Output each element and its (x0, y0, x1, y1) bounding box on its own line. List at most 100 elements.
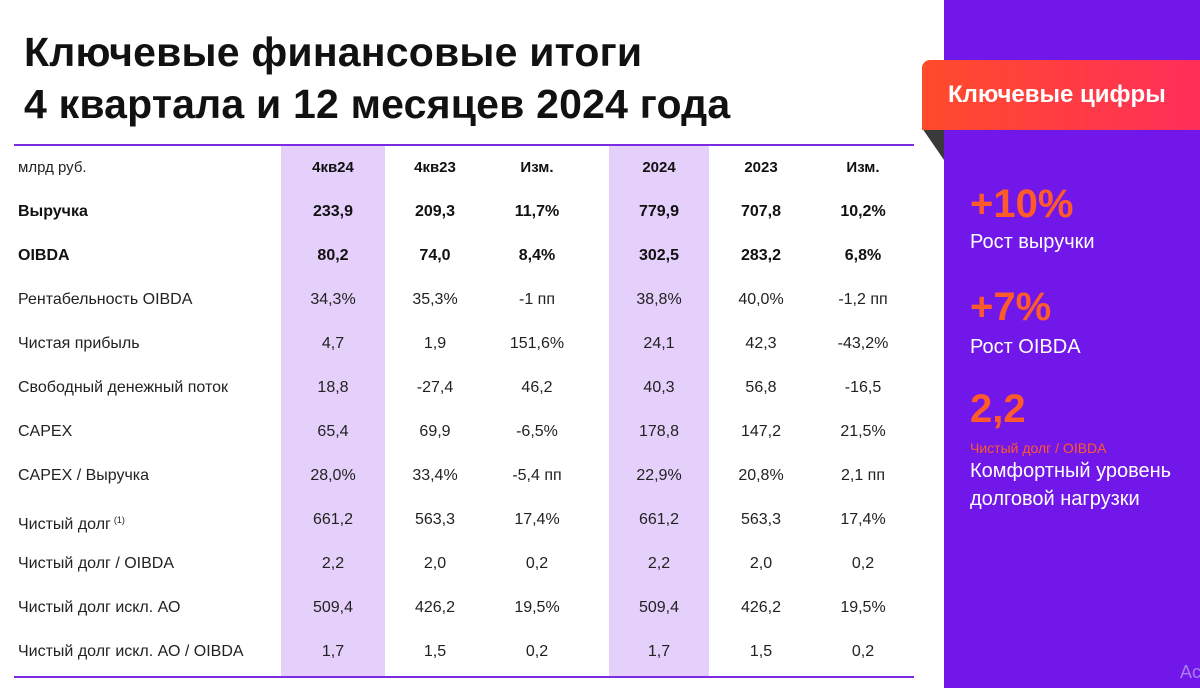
table-cell: 46,2 (521, 379, 553, 396)
row-label: Выручка (18, 203, 88, 220)
table-cell: 6,8% (844, 247, 882, 264)
table-cell: 35,3% (412, 291, 458, 308)
table-cell: -1,2 пп (838, 291, 888, 308)
table-cell: 707,8 (740, 203, 782, 220)
header-col: 2023 (744, 159, 778, 176)
table-cell: 24,1 (643, 335, 675, 352)
table-row: CAPEX / Выручка 28,0% 33,4% -5,4 пп 22,9… (0, 454, 914, 498)
table-row: Свободный денежный поток 18,8 -27,4 46,2… (0, 366, 914, 410)
table-cell: -5,4 пп (512, 467, 562, 484)
table-cell: 69,9 (419, 423, 451, 440)
header-units: млрд руб. (18, 159, 87, 176)
row-label: Чистый долг (1) (18, 498, 125, 542)
table-row: Рентабельность OIBDA 34,3% 35,3% -1 пп 3… (0, 278, 914, 322)
table-cell: 563,3 (740, 511, 782, 528)
title-line-1: Ключевые финансовые итоги (24, 29, 643, 75)
header-col: Изм. (520, 159, 554, 176)
table-cell: 21,5% (840, 423, 886, 440)
stat-leverage-label-line2: долговой нагрузки (970, 488, 1140, 510)
table-row: Чистый долг искл. АО / OIBDA 1,7 1,5 0,2… (0, 630, 914, 674)
table-cell: 22,9% (636, 467, 682, 484)
stat-leverage-sublabel: Чистый долг / OIBDA (970, 440, 1107, 456)
table-cell: 8,4% (518, 247, 556, 264)
table-cell: 40,0% (738, 291, 784, 308)
table-cell: 42,3 (745, 335, 777, 352)
row-label: Чистый долг / OIBDA (18, 555, 174, 572)
header-col: 4кв24 (312, 159, 354, 176)
table-cell: 80,2 (317, 247, 349, 264)
table-cell: -43,2% (837, 335, 889, 352)
table-cell: 2,2 (647, 555, 671, 572)
highlight-column-quarter (281, 144, 385, 676)
table-cell: 0,2 (525, 555, 549, 572)
table-cell: 40,3 (643, 379, 675, 396)
table-cell: 1,5 (749, 643, 773, 660)
table-cell: 779,9 (638, 203, 680, 220)
stat-oibda-growth-label: Рост OIBDA (970, 336, 1081, 358)
stat-oibda-growth-value: +7% (970, 285, 1052, 329)
table-cell: 2,1 пп (840, 467, 885, 484)
title-line-2: 4 квартала и 12 месяцев 2024 года (24, 81, 731, 127)
table-cell: 17,4% (514, 511, 560, 528)
table-cell: 1,7 (647, 643, 671, 660)
table-cell: 0,2 (851, 643, 875, 660)
row-label: OIBDA (18, 247, 70, 264)
table-cell: -6,5% (516, 423, 558, 440)
table-cell: 74,0 (419, 247, 451, 264)
table-cell: 509,4 (312, 599, 354, 616)
table-cell: 209,3 (414, 203, 456, 220)
table-cell: 19,5% (840, 599, 886, 616)
table-cell: 38,8% (636, 291, 682, 308)
table-row: OIBDA 80,2 74,0 8,4% 302,5 283,2 6,8% (0, 234, 914, 278)
table-cell: 661,2 (312, 511, 354, 528)
table-cell: 11,7% (514, 203, 560, 220)
table-cell: -27,4 (416, 379, 454, 396)
table-cell: 426,2 (740, 599, 782, 616)
table-cell: 65,4 (317, 423, 349, 440)
table-cell: 56,8 (745, 379, 777, 396)
stat-leverage-value: 2,2 (970, 387, 1026, 431)
table-cell: 34,3% (310, 291, 356, 308)
row-label: Чистая прибыль (18, 335, 140, 352)
table-cell: 0,2 (851, 555, 875, 572)
table-cell: 563,3 (414, 511, 456, 528)
table-row: Выручка 233,9 209,3 11,7% 779,9 707,8 10… (0, 190, 914, 234)
table-cell: 2,2 (321, 555, 345, 572)
table-cell: 20,8% (738, 467, 784, 484)
table-cell: 661,2 (638, 511, 680, 528)
financial-table: млрд руб. 4кв24 4кв23 Изм. 2024 2023 Изм… (0, 144, 914, 688)
table-cell: 0,2 (525, 643, 549, 660)
footnote-marker: (1) (113, 515, 125, 525)
header-col: 4кв23 (414, 159, 456, 176)
table-cell: -16,5 (844, 379, 882, 396)
table-cell: 19,5% (514, 599, 560, 616)
header-col: 2024 (642, 159, 676, 176)
table-cell: 509,4 (638, 599, 680, 616)
header-col: Изм. (846, 159, 880, 176)
highlight-column-year (609, 144, 709, 676)
table-cell: 1,9 (423, 335, 447, 352)
table-cell: 4,7 (321, 335, 345, 352)
table-top-rule (14, 144, 914, 146)
row-label: Рентабельность OIBDA (18, 291, 193, 308)
row-label: Чистый долг искл. АО / OIBDA (18, 643, 244, 660)
table-row: CAPEX 65,4 69,9 -6,5% 178,8 147,2 21,5% (0, 410, 914, 454)
table-row: Чистый долг / OIBDA 2,2 2,0 0,2 2,2 2,0 … (0, 542, 914, 586)
row-label: Свободный денежный поток (18, 379, 229, 396)
table-row: Чистый долг искл. АО 509,4 426,2 19,5% 5… (0, 586, 914, 630)
row-label-text: Чистый долг (18, 516, 111, 533)
stat-revenue-growth-label: Рост выручки (970, 231, 1095, 253)
table-cell: 151,6% (509, 335, 565, 352)
row-label: CAPEX / Выручка (18, 467, 150, 484)
stat-revenue-growth-value: +10% (970, 182, 1074, 226)
table-cell: 426,2 (414, 599, 456, 616)
table-row: Чистая прибыль 4,7 1,9 151,6% 24,1 42,3 … (0, 322, 914, 366)
table-cell: 2,0 (423, 555, 447, 572)
table-cell: 147,2 (740, 423, 782, 440)
table-cell: 28,0% (310, 467, 356, 484)
table-bottom-rule (14, 676, 914, 678)
table-cell: 283,2 (740, 247, 782, 264)
table-row: Чистый долг (1) 661,2 563,3 17,4% 661,2 5… (0, 498, 914, 542)
table-cell: 1,7 (321, 643, 345, 660)
table-cell: 18,8 (317, 379, 349, 396)
